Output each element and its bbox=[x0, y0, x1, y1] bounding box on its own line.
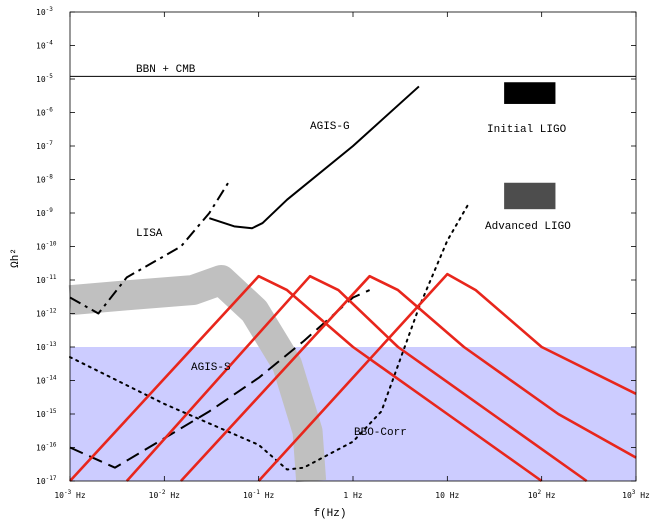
y-tick-exponent: -16 bbox=[46, 442, 57, 449]
series-agis-g bbox=[209, 85, 420, 230]
x-tick-exponent: -1 bbox=[253, 489, 261, 496]
x-tick-label: 10 Hz bbox=[435, 491, 459, 500]
series-agis-s bbox=[69, 289, 371, 469]
label-agis-g: AGIS-G bbox=[310, 121, 350, 133]
y-axis-label: Ωh² bbox=[10, 248, 22, 268]
series-layer bbox=[69, 85, 637, 483]
y-tick-label: 10-3 bbox=[36, 6, 53, 17]
x-tick-exponent: -3 bbox=[64, 489, 72, 496]
series-red-curve-4 bbox=[69, 274, 543, 483]
x-tick-exponent: -2 bbox=[158, 489, 166, 496]
label-lisa: LISA bbox=[136, 228, 163, 240]
series-red-curve-6 bbox=[179, 274, 637, 482]
x-tick-label: 10-3 Hz bbox=[54, 489, 86, 500]
series-red-curve-7 bbox=[257, 272, 637, 482]
y-tick-exponent: -17 bbox=[46, 475, 57, 482]
x-tick-label: 10-2 Hz bbox=[149, 489, 181, 500]
sensitivity-shaded-region bbox=[70, 347, 636, 481]
label-advanced-ligo: Advanced LIGO bbox=[485, 221, 571, 233]
y-tick-exponent: -10 bbox=[46, 241, 57, 248]
y-tick-label: 10-17 bbox=[36, 475, 57, 486]
y-tick-exponent: -14 bbox=[46, 375, 57, 382]
box-advanced-ligo bbox=[504, 182, 556, 210]
y-tick-exponent: -4 bbox=[46, 40, 54, 47]
x-tick-exponent: 3 bbox=[632, 489, 636, 496]
y-tick-label: 10-5 bbox=[36, 73, 53, 84]
y-tick-label: 10-10 bbox=[36, 241, 57, 252]
gray-model-band bbox=[68, 265, 327, 483]
y-tick-exponent: -13 bbox=[46, 341, 57, 348]
label-agis-s: AGIS-S bbox=[191, 362, 231, 374]
y-tick-label: 10-15 bbox=[36, 408, 57, 419]
annotation-layer: BBN + CMB AGIS-G Initial LIGO LISA Advan… bbox=[136, 64, 571, 520]
label-bbo-corr: BBO-Corr bbox=[354, 427, 407, 439]
y-tick-label: 10-7 bbox=[36, 140, 53, 151]
x-axis-label: f(Hz) bbox=[313, 508, 346, 520]
y-tick-exponent: -7 bbox=[46, 140, 54, 147]
x-tick-unit: Hz bbox=[635, 491, 650, 500]
series-bbo-corr bbox=[69, 201, 471, 471]
x-tick-unit: Hz bbox=[71, 491, 86, 500]
y-tick-exponent: -5 bbox=[46, 73, 54, 80]
label-initial-ligo: Initial LIGO bbox=[487, 124, 567, 136]
label-bbn-cmb: BBN + CMB bbox=[136, 64, 196, 76]
y-tick-exponent: -12 bbox=[46, 308, 57, 315]
gray-band-layer bbox=[68, 265, 327, 483]
y-tick-label: 10-11 bbox=[36, 274, 57, 285]
y-tick-label: 10-12 bbox=[36, 308, 57, 319]
series-red-curve-5 bbox=[125, 274, 588, 483]
y-tick-label: 10-9 bbox=[36, 207, 53, 218]
y-tick-exponent: -8 bbox=[46, 174, 54, 181]
y-tick-label: 10-13 bbox=[36, 341, 57, 352]
y-tick-label: 10-6 bbox=[36, 107, 53, 118]
x-tick-label: 103 Hz bbox=[622, 489, 650, 500]
x-tick-label: 10-1 Hz bbox=[243, 489, 275, 500]
ligo-boxes-layer bbox=[504, 82, 556, 210]
y-tick-label: 10-8 bbox=[36, 174, 53, 185]
y-tick-exponent: -3 bbox=[46, 6, 54, 13]
x-tick-unit: Hz bbox=[166, 491, 181, 500]
y-tick-label: 10-14 bbox=[36, 375, 57, 386]
y-tick-exponent: -6 bbox=[46, 107, 54, 114]
plot-background bbox=[70, 347, 636, 481]
y-tick-exponent: -11 bbox=[46, 274, 57, 281]
x-tick-unit: Hz bbox=[541, 491, 556, 500]
box-initial-ligo bbox=[504, 82, 556, 104]
x-tick-exponent: 2 bbox=[537, 489, 541, 496]
y-tick-label: 10-16 bbox=[36, 442, 57, 453]
y-tick-exponent: -9 bbox=[46, 207, 54, 214]
x-tick-label: 1 Hz bbox=[343, 491, 362, 500]
y-tick-exponent: -15 bbox=[46, 408, 57, 415]
x-tick-label: 102 Hz bbox=[528, 489, 556, 500]
series-lisa bbox=[69, 178, 232, 315]
axes-layer: 10-3 10-4 10-5 10-6 10-7 10-8 10-9 10-10 10-11 10… bbox=[10, 6, 650, 500]
y-tick-label: 10-4 bbox=[36, 40, 53, 51]
x-tick-unit: Hz bbox=[260, 491, 275, 500]
